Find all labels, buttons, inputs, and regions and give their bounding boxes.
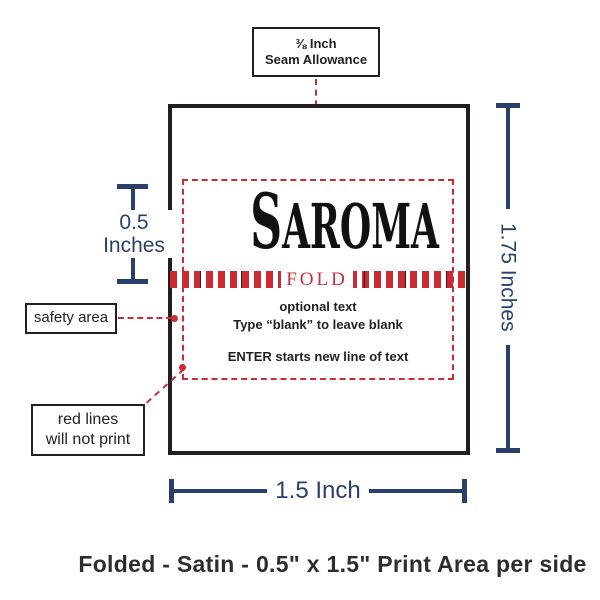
brand-rest: AROMA <box>282 190 439 263</box>
optional-text-block: optional text Type “blank” to leave blan… <box>182 298 454 366</box>
label-width-text: 1.5 Inch <box>275 476 361 504</box>
fold-label: FOLD <box>281 265 353 295</box>
print-height-value: 0.5 <box>119 210 149 234</box>
red-lines-line2: will not print <box>45 431 131 448</box>
seam-allowance-line2: Seam Allowance <box>264 52 368 67</box>
fold-label-text: FOLD <box>286 269 348 290</box>
label-height-dimension-cap-top <box>496 103 520 108</box>
safety-area-leader-line <box>118 317 172 319</box>
red-lines-line1: red lines <box>57 411 119 428</box>
brand-logo: SAROMA <box>182 184 454 264</box>
brand-logo-text: SAROMA <box>250 184 439 281</box>
safety-area-leader-dot <box>171 315 178 322</box>
brand-initial: S <box>250 177 283 266</box>
safety-area-label: safety area <box>33 309 109 327</box>
print-height-dimension-label: 0.5 Inches <box>96 210 172 258</box>
label-height-text: 1.75 Inches <box>496 222 520 332</box>
seam-allowance-line1: ⅜ Inch <box>295 35 337 51</box>
label-height-dimension-cap-bottom <box>496 448 520 453</box>
product-caption: Folded - Satin - 0.5" x 1.5" Print Area … <box>78 551 587 577</box>
print-height-dimension-cap-bottom <box>117 279 148 284</box>
red-lines-callout: red lines will not print <box>31 404 145 456</box>
red-lines-leader-dot <box>179 364 186 371</box>
safety-area-callout: safety area <box>25 303 117 334</box>
seam-allowance-callout: ⅜ Inch Seam Allowance <box>252 27 380 77</box>
optional-text-line3: ENTER starts new line of text <box>227 349 409 365</box>
print-height-dimension-cap-top <box>117 184 148 189</box>
label-width-dimension-cap-left <box>169 479 174 503</box>
optional-text-line2: Type “blank” to leave blank <box>233 316 403 332</box>
label-width-dimension-cap-right <box>462 479 467 503</box>
print-height-unit: Inches <box>103 234 165 257</box>
optional-text-line1: optional text <box>279 299 357 314</box>
label-height-dimension-label: 1.75 Inches <box>486 209 529 345</box>
optional-text-gap <box>182 333 454 348</box>
label-width-dimension-label: 1.5 Inch <box>267 468 369 513</box>
